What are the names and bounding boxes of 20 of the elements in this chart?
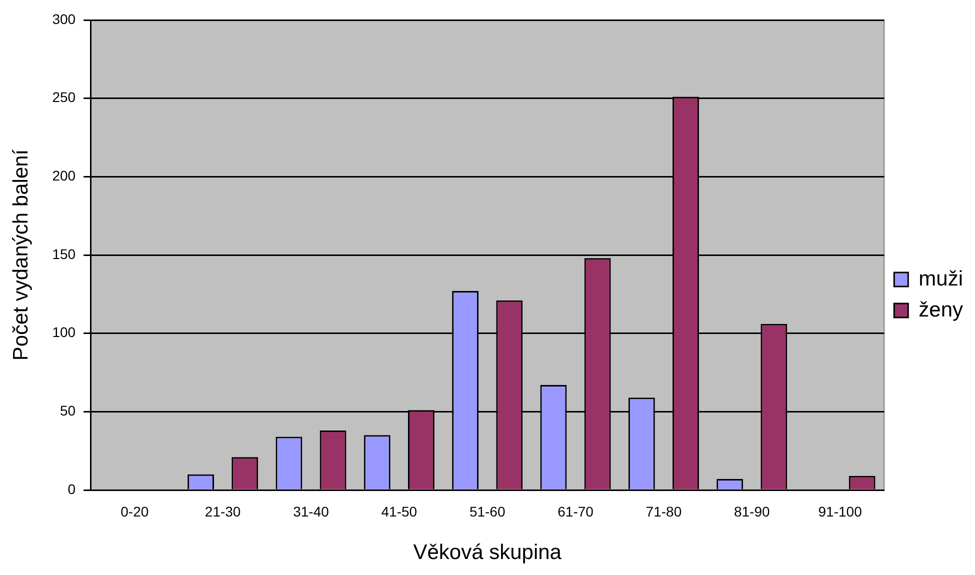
- legend-label: muži: [918, 267, 963, 290]
- y-tick-label: 250: [52, 89, 76, 106]
- x-tick-label: 71-80: [646, 503, 682, 520]
- x-tick-label: 51-60: [469, 503, 506, 520]
- y-tick-label: 200: [52, 168, 76, 184]
- y-tick-label: 150: [52, 246, 76, 262]
- legend-label: ženy: [918, 298, 964, 322]
- x-tick-label: 21-30: [204, 503, 241, 520]
- x-tick-label: 81-90: [734, 503, 770, 520]
- x-tick-label: 61-70: [558, 503, 594, 520]
- y-tick-label: 0: [68, 480, 76, 497]
- x-tick-label: 0-20: [120, 503, 149, 520]
- y-tick-label: 50: [60, 402, 76, 419]
- y-tick-label: 100: [52, 324, 76, 340]
- x-axis-title: Věková skupina: [413, 541, 562, 564]
- y-axis-title: Počet vydaných balení: [9, 149, 32, 361]
- x-tick-label: 41-50: [381, 503, 418, 520]
- x-tick-label: 91-100: [818, 503, 862, 520]
- y-tick-label: 300: [52, 10, 76, 27]
- x-tick-label: 31-40: [293, 503, 330, 520]
